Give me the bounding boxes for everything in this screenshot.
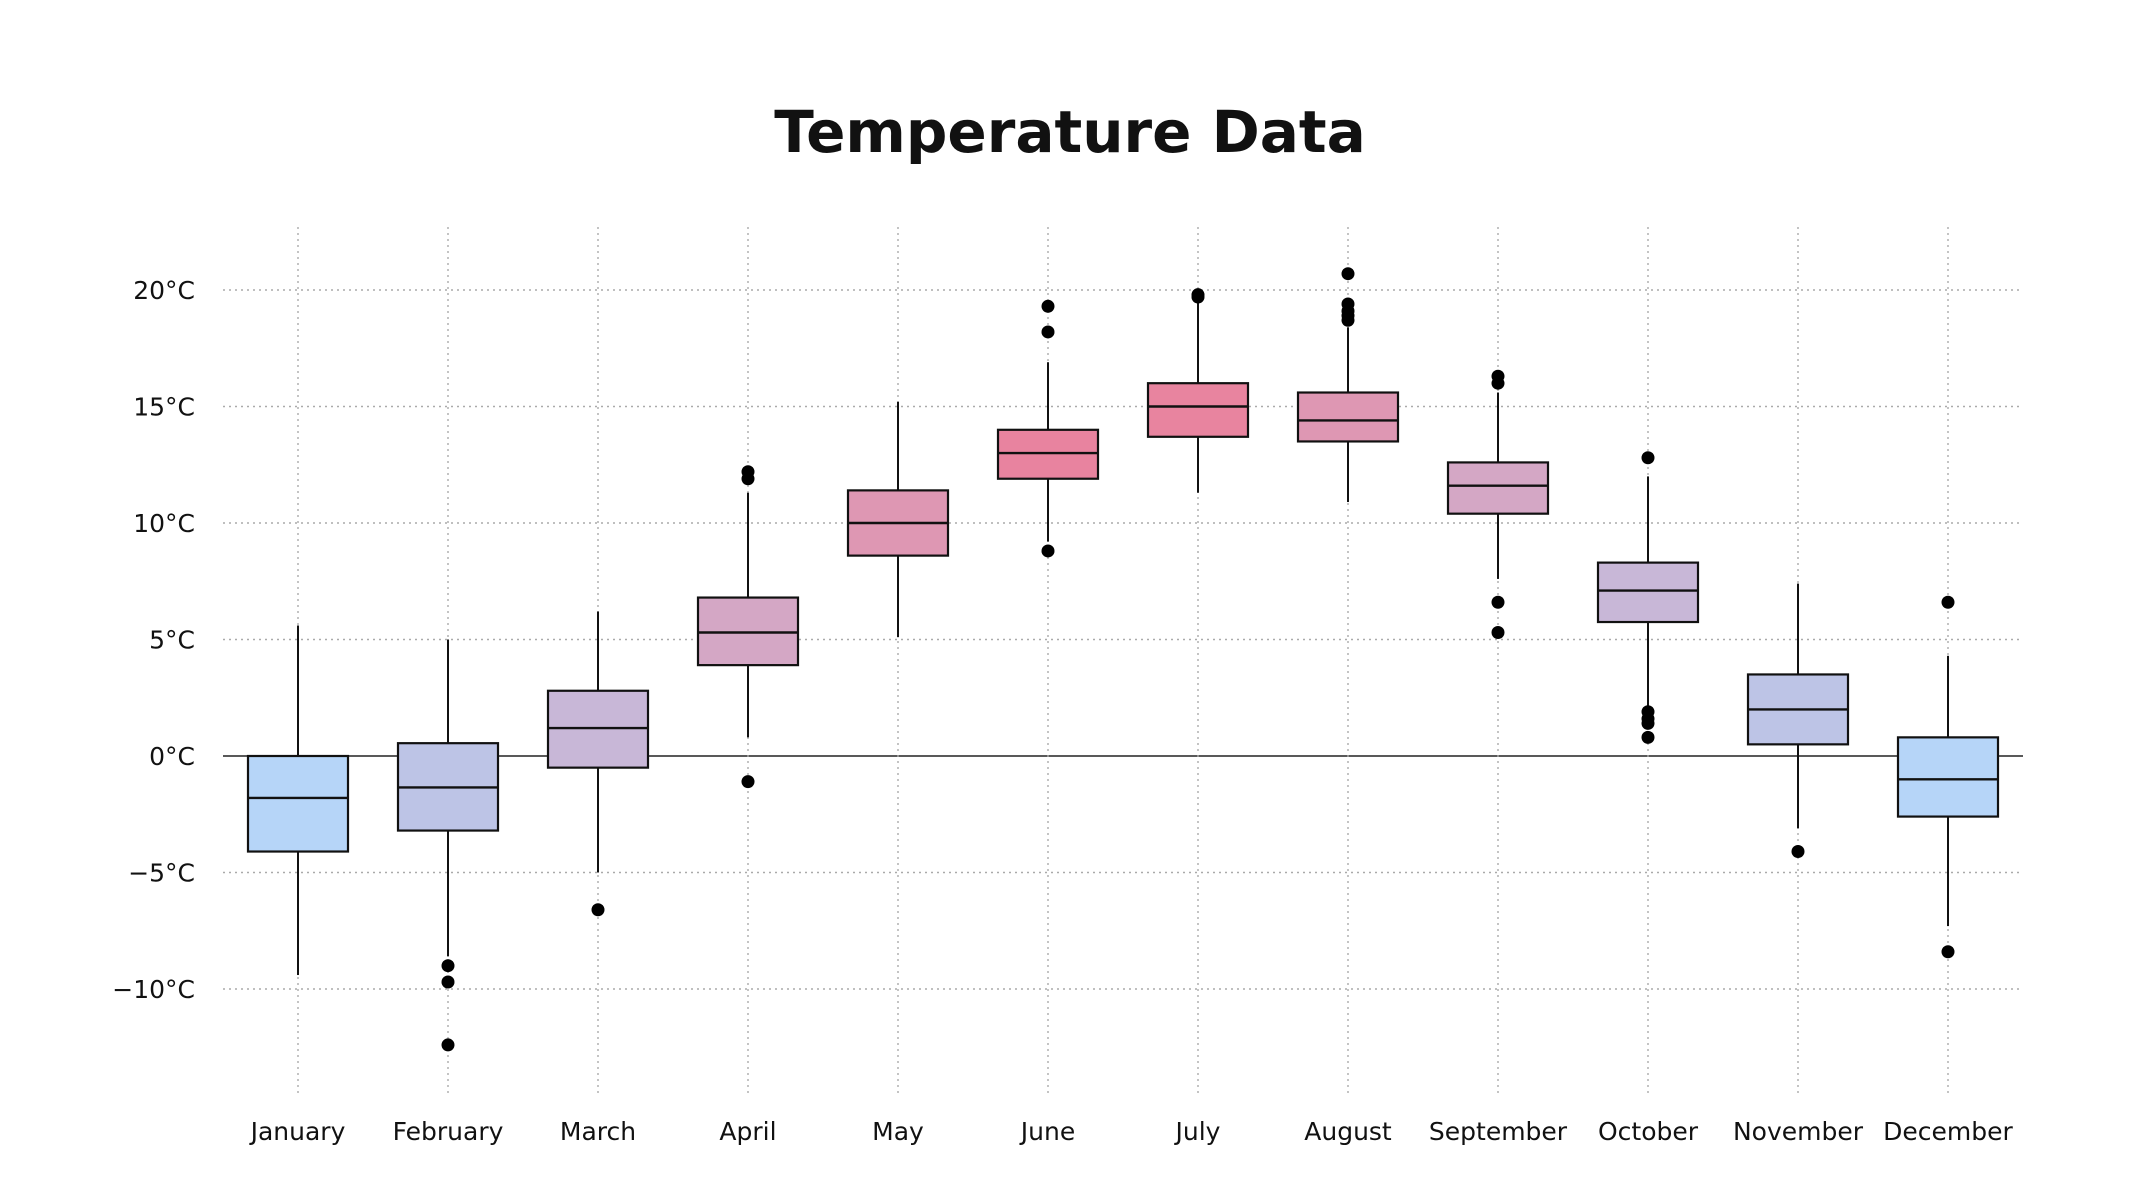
outlier-point xyxy=(441,959,455,973)
x-tick-label: July xyxy=(1174,1117,1221,1146)
outlier-point xyxy=(441,1038,455,1052)
x-tick-label: September xyxy=(1429,1117,1568,1146)
box-march xyxy=(546,611,650,917)
chart-title: Temperature Data xyxy=(774,98,1366,166)
box-iqr xyxy=(1446,461,1550,515)
outlier-point xyxy=(1041,299,1055,313)
box-february xyxy=(396,639,500,1052)
box-august xyxy=(1296,267,1400,503)
y-tick-label: 0°C xyxy=(149,742,195,771)
outlier-point xyxy=(1641,716,1655,730)
outlier-point xyxy=(1791,845,1805,859)
outlier-point xyxy=(741,775,755,789)
outlier-point xyxy=(1491,376,1505,390)
box-june xyxy=(996,299,1100,558)
y-tick-label: 20°C xyxy=(133,276,195,305)
x-tick-label: March xyxy=(560,1117,636,1146)
outlier-point xyxy=(1191,290,1205,304)
box-iqr xyxy=(1146,382,1250,438)
box-december xyxy=(1896,595,2000,959)
boxes xyxy=(246,267,2000,1052)
outlier-point xyxy=(591,903,605,917)
x-tick-label: June xyxy=(1019,1117,1075,1146)
grid xyxy=(223,227,2023,1093)
box-may xyxy=(846,401,950,638)
x-tick-label: October xyxy=(1598,1117,1699,1146)
x-tick-label: May xyxy=(872,1117,924,1146)
x-tick-label: August xyxy=(1304,1117,1392,1146)
box-iqr xyxy=(1596,561,1700,624)
outlier-point xyxy=(1491,595,1505,609)
outlier-point xyxy=(1641,730,1655,744)
box-april xyxy=(696,465,800,789)
box-september xyxy=(1446,369,1550,640)
x-axis: January February March April May June July Augu… xyxy=(249,1117,2014,1146)
outlier-point xyxy=(1041,544,1055,558)
x-tick-label: February xyxy=(393,1117,504,1146)
box-iqr xyxy=(1896,736,2000,818)
outlier-point xyxy=(441,975,455,989)
x-tick-label: April xyxy=(719,1117,776,1146)
box-january xyxy=(246,625,350,976)
y-tick-label: −10°C xyxy=(112,975,195,1004)
outlier-point xyxy=(741,472,755,486)
y-tick-label: 15°C xyxy=(133,393,195,422)
box-october xyxy=(1596,451,1700,744)
outlier-point xyxy=(1941,945,1955,959)
y-tick-label: 10°C xyxy=(133,509,195,538)
outlier-point xyxy=(1341,267,1355,281)
box-november xyxy=(1746,583,1850,859)
y-axis: 20°C 15°C 10°C 5°C 0°C −5°C −10°C xyxy=(112,276,195,1004)
outlier-point xyxy=(1341,313,1355,327)
box-iqr xyxy=(1296,391,1400,443)
x-tick-label: January xyxy=(249,1117,346,1146)
outlier-point xyxy=(1491,626,1505,640)
outlier-point xyxy=(1641,451,1655,465)
box-iqr xyxy=(246,754,350,853)
outlier-point xyxy=(1941,595,1955,609)
x-tick-label: December xyxy=(1883,1117,2013,1146)
y-tick-label: 5°C xyxy=(149,626,195,655)
outlier-point xyxy=(1041,325,1055,339)
x-tick-label: November xyxy=(1733,1117,1864,1146)
y-tick-label: −5°C xyxy=(128,859,195,888)
box-july xyxy=(1146,288,1250,493)
